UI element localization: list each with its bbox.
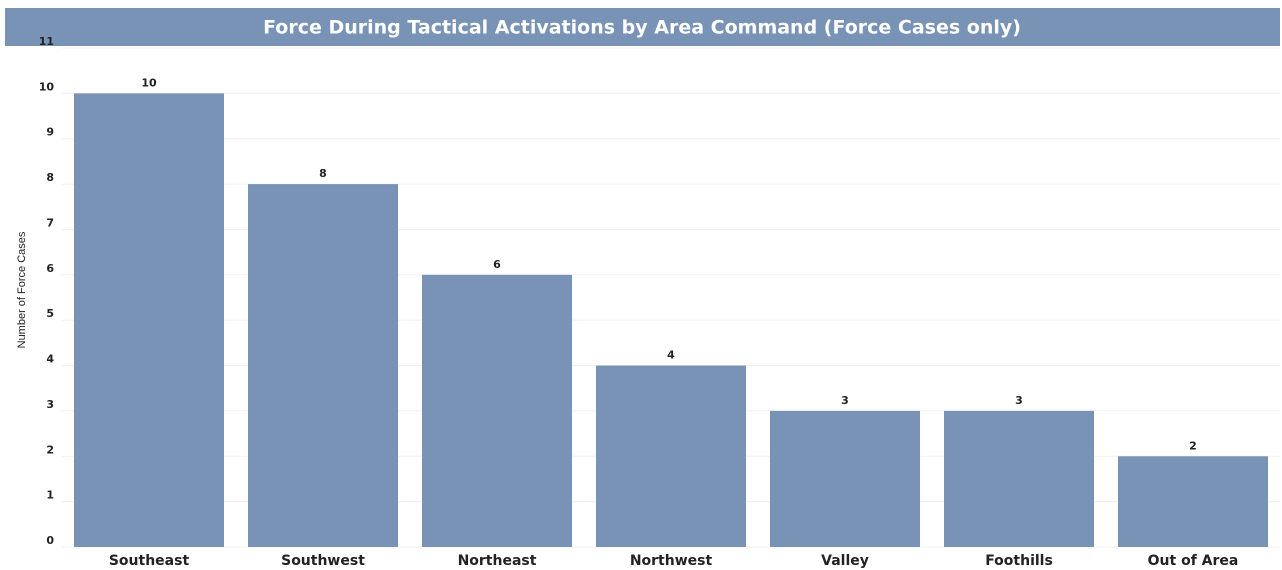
x-tick-label: Southwest — [281, 553, 365, 569]
bar — [1118, 456, 1268, 547]
value-label: 4 — [667, 349, 675, 362]
y-tick-label: 6 — [46, 262, 54, 275]
y-tick-label: 4 — [46, 353, 54, 366]
y-tick-label: 5 — [46, 307, 54, 320]
y-tick-label: 9 — [46, 126, 54, 139]
y-tick-label: 1 — [46, 489, 54, 502]
chart-title: Force During Tactical Activations by Are… — [263, 17, 1021, 39]
y-tick-label: 0 — [46, 534, 54, 547]
value-label: 6 — [493, 258, 501, 271]
y-tick-label: 10 — [39, 80, 55, 93]
y-axis-label: Number of Force Cases — [16, 231, 28, 348]
title-banner — [5, 8, 1280, 46]
bar — [74, 93, 224, 547]
value-label: 10 — [141, 76, 157, 89]
bar — [770, 410, 920, 547]
x-tick-label: Valley — [821, 553, 869, 569]
bar — [422, 274, 572, 547]
y-tick-label: 3 — [46, 398, 54, 411]
value-label: 3 — [841, 394, 849, 407]
x-tick-label: Out of Area — [1148, 553, 1239, 569]
value-label: 3 — [1015, 394, 1023, 407]
value-label: 2 — [1189, 439, 1197, 452]
y-tick-label: 7 — [46, 216, 54, 229]
x-tick-label: Northeast — [458, 553, 537, 569]
bar — [944, 410, 1094, 547]
value-label: 8 — [319, 167, 327, 180]
y-tick-label: 2 — [46, 443, 54, 456]
x-tick-label: Northwest — [630, 553, 713, 569]
x-tick-label: Foothills — [985, 553, 1053, 569]
y-tick-label: 11 — [39, 35, 54, 48]
x-tick-label: Southeast — [109, 553, 190, 569]
bar — [596, 365, 746, 547]
y-tick-label: 8 — [46, 171, 54, 184]
bar — [248, 184, 398, 547]
